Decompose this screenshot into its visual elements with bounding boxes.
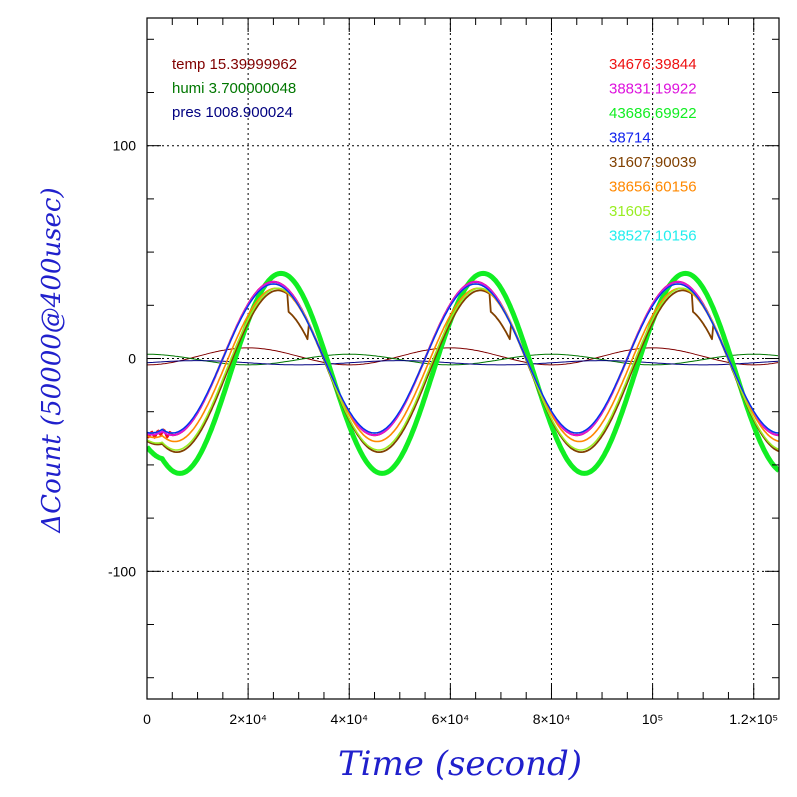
legend-series-1: 38831.19922 bbox=[609, 81, 697, 98]
x-tick-label-0: 0 bbox=[143, 711, 151, 727]
x-tick-label-4: 8×10⁴ bbox=[533, 711, 571, 727]
y-tick-label-1: 0 bbox=[128, 351, 136, 367]
x-tick-label-6: 1.2×10⁵ bbox=[729, 711, 778, 727]
legend-series-0: 34676.39844 bbox=[609, 56, 697, 73]
y-axis-label: ΔCount (50000@400usec) bbox=[37, 187, 67, 533]
series-curve-6 bbox=[147, 287, 779, 451]
series-curve-3 bbox=[147, 283, 779, 434]
legend-series-7: 38527.10156 bbox=[609, 228, 697, 245]
series-curve-4 bbox=[147, 289, 779, 453]
series-curve-2 bbox=[147, 270, 779, 476]
env-curve-pres bbox=[147, 360, 779, 366]
legend-series-5: 38656.60156 bbox=[609, 179, 697, 196]
x-tick-label-2: 4×10⁴ bbox=[330, 711, 368, 727]
legend-right: 34676.39844 38831.19922 43686.69922 38714 31… bbox=[609, 56, 697, 245]
legend-series-3: 38714 bbox=[609, 130, 651, 147]
y-tick-label-2: -100 bbox=[108, 563, 136, 579]
series-curve-0 bbox=[147, 280, 779, 439]
data-curves bbox=[147, 270, 779, 476]
x-axis-label: Time (second) bbox=[338, 744, 582, 784]
legend-env-humi: humi 3.700000048 bbox=[172, 80, 296, 97]
grid-lines bbox=[147, 18, 779, 699]
x-tick-label-5: 10⁵ bbox=[642, 711, 663, 727]
legend-series-2: 43686.69922 bbox=[609, 105, 697, 122]
y-tick-label-0: 100 bbox=[113, 138, 137, 154]
legend-series-4: 31607.90039 bbox=[609, 154, 697, 171]
series-curve-5 bbox=[147, 287, 779, 443]
env-curve-temp bbox=[147, 347, 779, 366]
legend-env-pres: pres 1008.900024 bbox=[172, 104, 293, 121]
axis-ticks: 0 2×10⁴ 4×10⁴ 6×10⁴ 8×10⁴ 10⁵ 1.2×10⁵ 100 0 -100 bbox=[108, 18, 779, 727]
legend-env-temp: temp 15.39999962 bbox=[172, 56, 297, 73]
x-tick-label-1: 2×10⁴ bbox=[229, 711, 267, 727]
series-curve-1 bbox=[147, 281, 779, 436]
legend-left: temp 15.39999962 humi 3.700000048 pres 100… bbox=[172, 56, 297, 121]
x-tick-label-3: 6×10⁴ bbox=[432, 711, 470, 727]
legend-series-6: 31605 bbox=[609, 203, 651, 220]
